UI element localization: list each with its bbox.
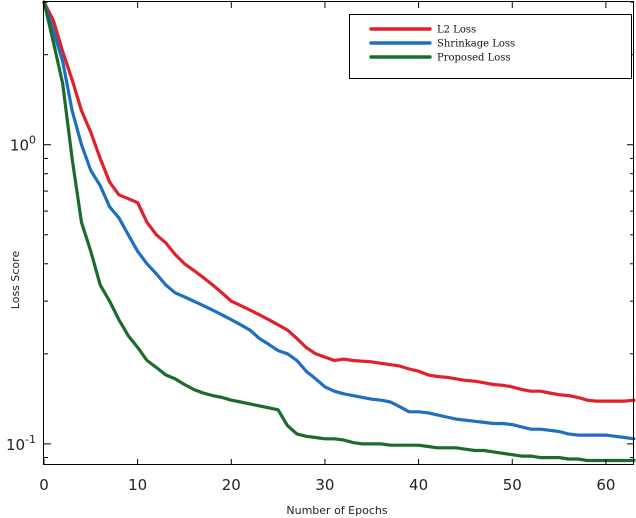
legend: L2 Loss Shrinkage Loss Proposed Loss bbox=[349, 14, 632, 79]
x-tick-label: 50 bbox=[503, 476, 522, 494]
legend-label: Shrinkage Loss bbox=[437, 39, 515, 50]
series-line-shrinkage-loss bbox=[42, 0, 636, 441]
y-tick-label-base: 10 bbox=[10, 137, 29, 155]
series-line-l2-loss bbox=[42, 0, 636, 403]
y-axis-title: Loss Score bbox=[9, 251, 22, 310]
x-axis: 0 10 20 30 40 50 60 bbox=[39, 2, 615, 494]
series-line-proposed-loss bbox=[42, 0, 636, 463]
y-tick-label-base: 10 bbox=[6, 436, 25, 454]
y-tick-label: 10-1 bbox=[6, 433, 36, 454]
series-layer bbox=[42, 0, 636, 463]
x-tick-label: 0 bbox=[39, 476, 49, 494]
legend-box bbox=[349, 14, 632, 79]
y-tick-label: 100 bbox=[10, 134, 36, 155]
legend-label: L2 Loss bbox=[437, 25, 476, 36]
x-tick-label: 30 bbox=[315, 476, 334, 494]
x-tick-label: 20 bbox=[222, 476, 241, 494]
y-tick-label-exponent: 0 bbox=[29, 134, 36, 147]
x-axis-title: Number of Epochs bbox=[286, 504, 387, 517]
legend-label: Proposed Loss bbox=[437, 53, 511, 64]
plot-frame bbox=[43, 1, 634, 465]
x-tick-label: 60 bbox=[596, 476, 615, 494]
y-tick-label-exponent: -1 bbox=[25, 433, 36, 446]
x-tick-label: 40 bbox=[409, 476, 428, 494]
x-tick-label: 10 bbox=[128, 476, 147, 494]
